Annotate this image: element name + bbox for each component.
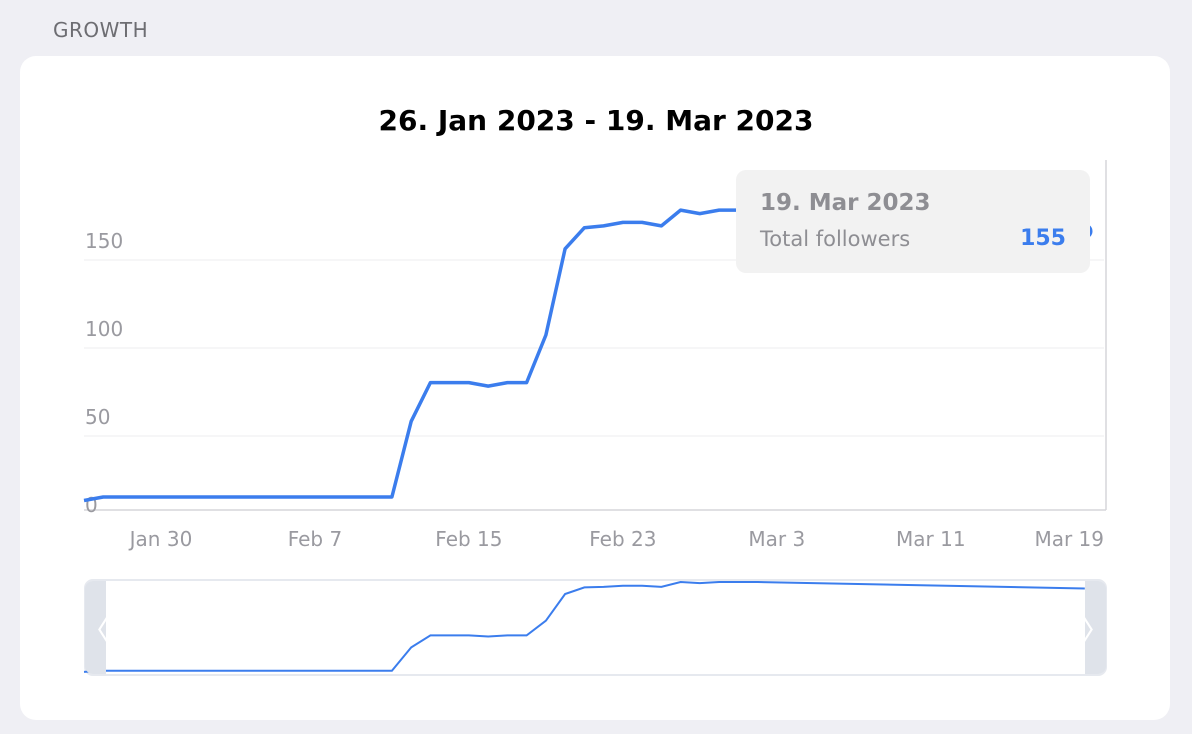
grid-lines xyxy=(84,259,1104,437)
chevron-left-icon: 〈 xyxy=(80,613,111,649)
navigator-series-line xyxy=(83,580,1085,673)
chevron-right-icon: 〉 xyxy=(1080,613,1111,649)
tooltip-value: 155 xyxy=(1020,226,1066,251)
x-tick-label: Jan 30 xyxy=(128,527,193,551)
navigator-left-handle[interactable]: 〈 xyxy=(81,581,111,674)
x-tick-label: Feb 15 xyxy=(435,527,502,551)
tooltip-date: 19. Mar 2023 xyxy=(760,190,931,216)
axes xyxy=(84,160,1107,511)
x-tick-label: Mar 11 xyxy=(896,527,966,551)
series-line-path xyxy=(83,208,1085,503)
navigator-preview xyxy=(83,579,1107,676)
x-tick-label: Feb 7 xyxy=(288,527,343,551)
y-tick-label: 100 xyxy=(85,317,123,341)
series-line xyxy=(83,208,1085,503)
x-tick-label: Mar 19 xyxy=(1034,527,1104,551)
x-tick-label: Mar 3 xyxy=(748,527,805,551)
navigator-frame[interactable] xyxy=(84,579,1107,676)
tooltip-label: Total followers xyxy=(760,227,911,251)
x-axis-ticks: Jan 30 Feb 7 Feb 15 Feb 23 Mar 3 Mar 11 Mar 19 xyxy=(128,527,1104,551)
x-tick-label: Feb 23 xyxy=(589,527,656,551)
navigator-right-handle[interactable]: 〉 xyxy=(1081,581,1111,674)
section-label: GROWTH xyxy=(53,18,149,42)
chart-title: 26. Jan 2023 - 19. Mar 2023 xyxy=(378,104,814,137)
y-tick-label: 50 xyxy=(85,405,110,429)
y-tick-label: 150 xyxy=(85,229,123,253)
chart-tooltip: 19. Mar 2023 Total followers 155 xyxy=(736,170,1090,273)
